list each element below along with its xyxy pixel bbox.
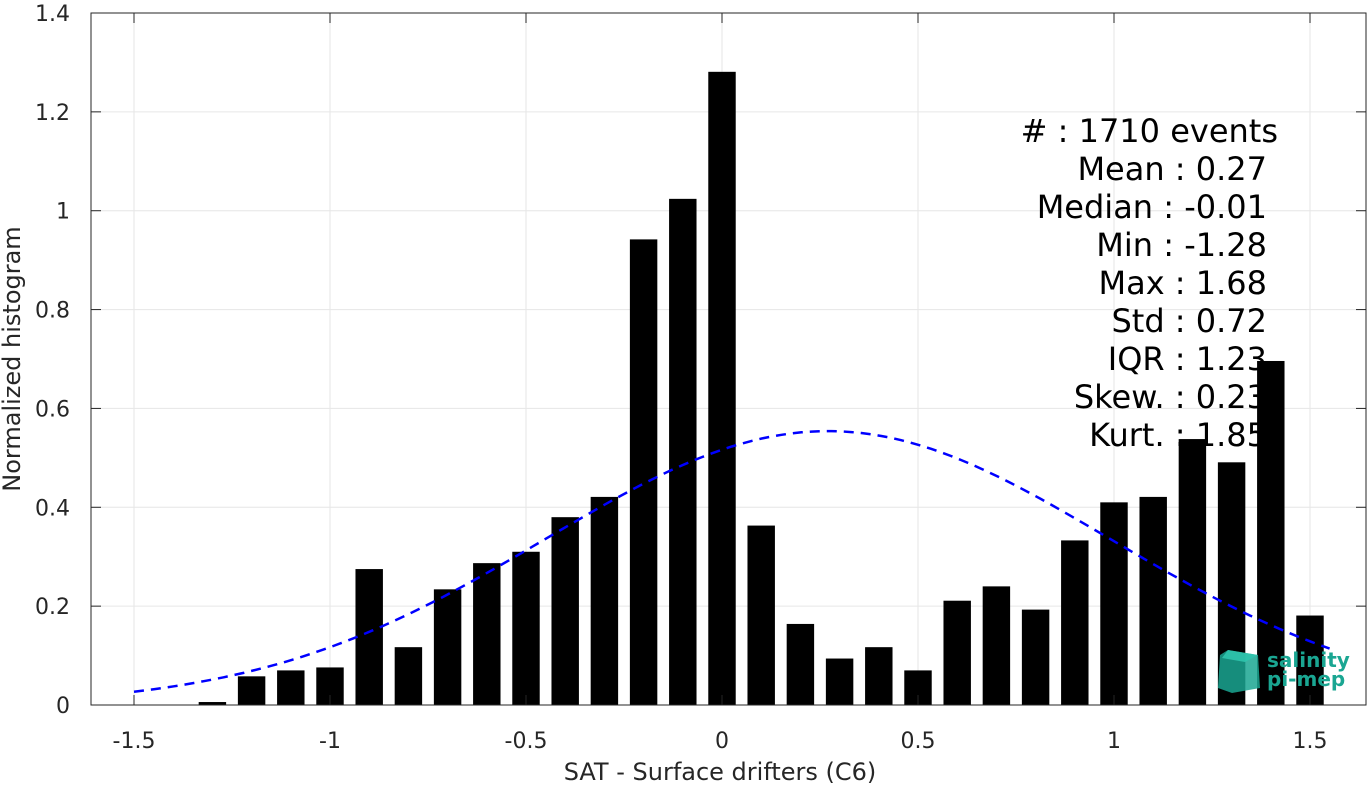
histogram-bar-25 [1139,496,1167,705]
stat-line-4: Max : 1.68 [1098,264,1267,302]
x-tick-label-1: -1 [319,729,341,754]
histogram-bar-26 [1178,439,1207,705]
logo-line1: salinity [1267,648,1350,672]
x-tick-label-4: 0.5 [901,729,936,754]
histogram-bar-13 [669,198,697,705]
x-tick-label-5: 1 [1107,729,1121,754]
histogram-bar-11 [590,496,619,705]
y-tick-label-0: 0 [56,694,70,719]
histogram-bar-21 [982,586,1011,705]
plot-frame [90,12,1367,706]
histogram-bar-24 [1100,502,1128,705]
histogram-bar-12 [629,239,658,705]
histogram-bar-8 [473,563,501,705]
x-axis-title: SAT - Surface drifters (C6) [564,758,877,785]
y-tick-label-6: 1.2 [35,101,70,126]
histogram-bar-2 [237,676,266,705]
histogram-bar-9 [512,551,540,705]
x-tick-label-6: 1.5 [1293,729,1328,754]
histogram-bars [198,71,1324,705]
logo-cube-icon [1218,650,1260,693]
histogram-bar-29 [1296,615,1324,705]
y-tick-label-4: 0.8 [35,299,70,324]
histogram-bar-15 [747,525,775,705]
y-axis-title: Normalized histogram [0,226,26,491]
histogram-bar-10 [551,517,579,705]
histogram-bar-6 [394,647,423,705]
histogram-bar-17 [825,658,854,705]
histogram-bar-7 [433,589,462,705]
histogram-bar-28 [1257,360,1285,705]
y-tick-label-2: 0.4 [35,496,70,521]
stat-line-2: Median : -0.01 [1037,188,1267,226]
x-tick-label-2: -0.5 [505,729,548,754]
x-axis-ticks: -1.5 -1 -0.5 0 0.5 1 1.5 [113,13,1328,754]
logo: salinity pi-mep [1218,648,1350,693]
histogram-bar-14 [708,71,736,705]
y-tick-label-3: 0.6 [35,397,70,422]
histogram-bar-23 [1061,540,1089,705]
stat-line-7: Skew. : 0.23 [1074,378,1267,416]
y-tick-label-1: 0.2 [35,595,70,620]
stat-line-1: Mean : 0.27 [1077,150,1267,188]
histogram-bar-20 [943,600,971,705]
stat-line-0: # : 1710 events [1021,112,1278,150]
y-axis-ticks: 0 0.2 0.4 0.6 0.8 1 1.2 1.4 [35,2,1366,719]
histogram-bar-3 [277,670,305,705]
stat-line-3: Min : -1.28 [1096,226,1267,264]
normal-fit-curve [133,429,1331,693]
y-tick-label-7: 1.4 [35,2,70,27]
histogram-bar-5 [355,569,383,705]
histogram-bar-22 [1021,609,1050,705]
stat-line-5: Std : 0.72 [1111,302,1267,340]
histogram-bar-18 [865,647,893,705]
histogram-bar-1 [198,702,227,705]
stat-line-6: IQR : 1.23 [1108,340,1267,378]
logo-line2: pi-mep [1267,667,1345,691]
x-tick-label-0: -1.5 [113,729,156,754]
y-tick-label-5: 1 [56,200,70,225]
x-tick-label-3: 0 [715,729,729,754]
histogram-bar-16 [786,623,815,705]
stat-line-8: Kurt. : 1.85 [1089,416,1267,454]
